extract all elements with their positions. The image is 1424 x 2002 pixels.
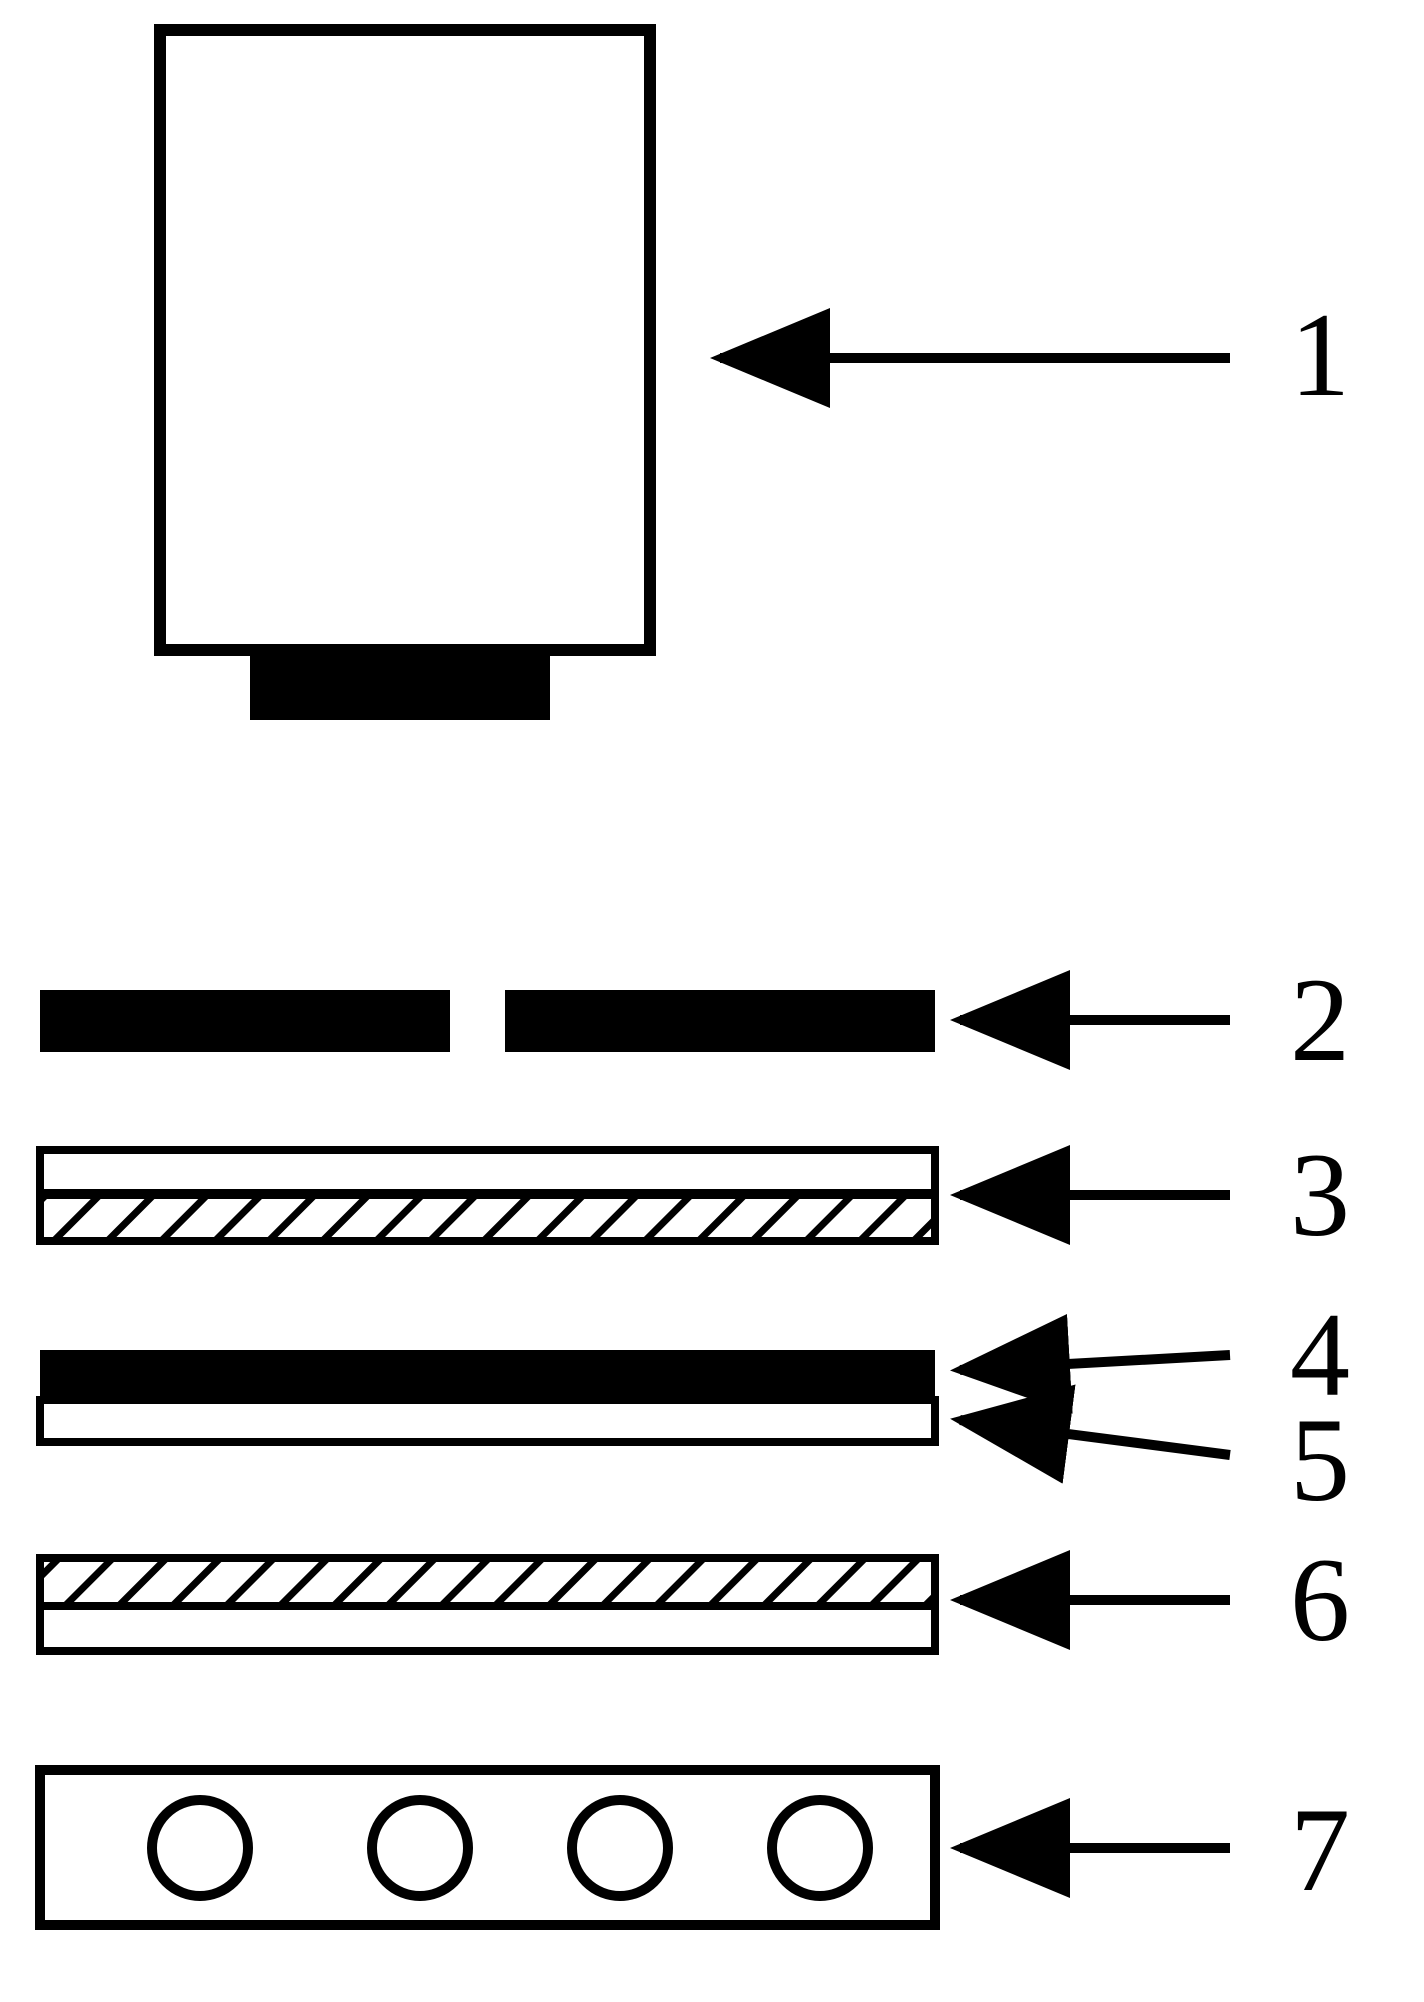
label-3: 3 <box>1290 1135 1350 1255</box>
component-3-top <box>40 1150 935 1195</box>
component-7 <box>40 1770 935 1925</box>
label-2: 2 <box>1290 960 1350 1080</box>
component-5-bar <box>40 1400 935 1442</box>
component-2-right-bar <box>505 990 935 1052</box>
arrow-4 <box>960 1355 1230 1370</box>
component-1 <box>160 30 650 720</box>
component-2-left-bar <box>40 990 450 1052</box>
component-1-body <box>160 30 650 650</box>
arrow-5 <box>960 1420 1230 1455</box>
component-2 <box>40 990 935 1052</box>
label-7: 7 <box>1290 1790 1350 1910</box>
component-4-5 <box>40 1350 935 1442</box>
label-1: 1 <box>1290 295 1350 415</box>
component-6-hatch <box>40 1558 935 1608</box>
component-6 <box>40 1558 935 1651</box>
component-1-foot <box>250 645 550 720</box>
diagram-svg <box>0 0 1424 1997</box>
component-3-hatch <box>40 1193 935 1241</box>
label-5: 5 <box>1290 1400 1350 1520</box>
diagram-canvas: 1 2 3 4 5 6 7 <box>0 0 1424 1997</box>
component-7-rect <box>40 1770 935 1925</box>
label-6: 6 <box>1290 1540 1350 1660</box>
component-3 <box>40 1150 935 1241</box>
component-6-bottom <box>40 1606 935 1651</box>
component-4-bar <box>40 1350 935 1402</box>
